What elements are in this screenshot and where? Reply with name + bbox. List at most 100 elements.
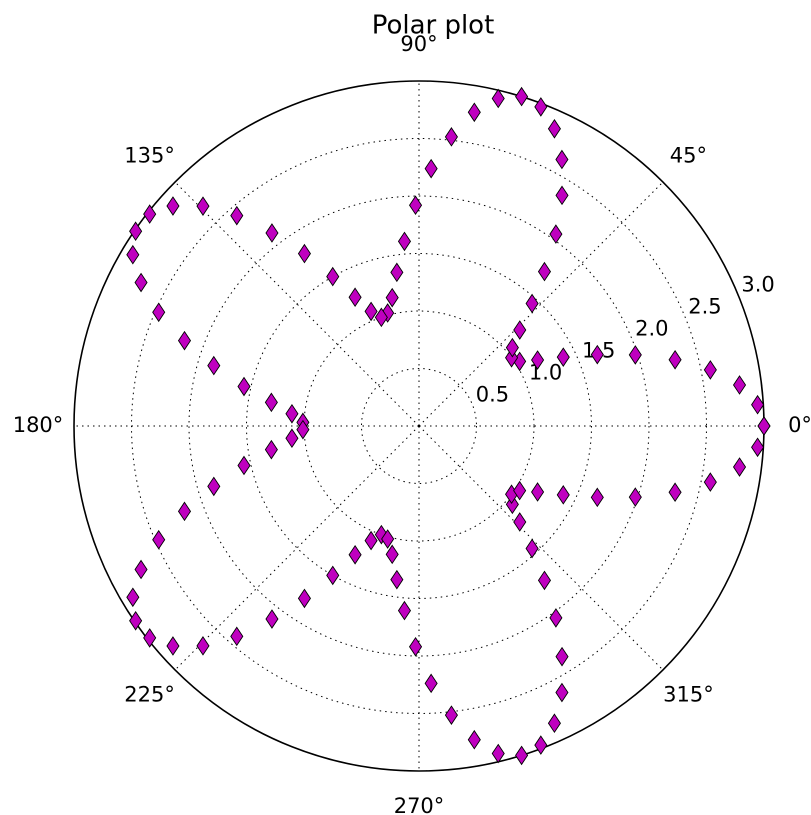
- data-point: [265, 223, 279, 243]
- origin-dot: [417, 424, 421, 428]
- data-point: [555, 682, 569, 703]
- theta-tick-label: 0°: [788, 413, 811, 437]
- r-tick-label: 3.0: [741, 273, 774, 297]
- theta-tick-label: 315°: [663, 682, 714, 706]
- r-grid-circle: [361, 368, 477, 484]
- data-point: [537, 570, 552, 591]
- data-point: [491, 88, 505, 109]
- data-point: [237, 376, 251, 397]
- data-point: [534, 735, 548, 755]
- data-point: [751, 437, 765, 458]
- data-point: [444, 127, 458, 147]
- data-point: [525, 538, 539, 559]
- data-point: [703, 472, 717, 492]
- data-point: [348, 287, 362, 308]
- data-point: [129, 221, 143, 242]
- data-point: [525, 293, 539, 314]
- data-point: [296, 419, 310, 440]
- r-grid-circle: [188, 195, 650, 657]
- data-point: [751, 394, 765, 415]
- data-point: [757, 416, 771, 436]
- data-point: [547, 118, 561, 139]
- theta-grid-line: [174, 425, 420, 671]
- data-point: [397, 600, 412, 621]
- data-point: [515, 86, 529, 107]
- data-point: [134, 559, 148, 580]
- data-point: [326, 565, 340, 586]
- data-point: [364, 301, 378, 322]
- data-point: [408, 195, 423, 216]
- data-point: [732, 457, 747, 477]
- data-point: [390, 262, 404, 283]
- data-point: [547, 713, 561, 734]
- data-point: [668, 349, 682, 370]
- data-point: [628, 487, 642, 507]
- data-point: [505, 347, 519, 368]
- data-point: [129, 610, 143, 631]
- data-point: [297, 243, 311, 264]
- r-tick-label: 0.5: [476, 383, 509, 407]
- data-point: [668, 482, 682, 503]
- data-point: [326, 266, 340, 287]
- data-point: [531, 350, 545, 370]
- data-point: [556, 485, 570, 505]
- data-point: [513, 320, 527, 340]
- data-point: [424, 673, 438, 694]
- data-point: [385, 287, 399, 308]
- data-point: [537, 261, 552, 282]
- data-point: [732, 375, 747, 395]
- data-point: [166, 196, 180, 216]
- data-point: [385, 544, 399, 565]
- r-grid-circle: [303, 310, 535, 542]
- data-point: [556, 347, 570, 367]
- data-point: [348, 544, 362, 565]
- data-point: [264, 439, 278, 460]
- theta-tick-label: 180°: [13, 413, 64, 437]
- data-point: [177, 330, 192, 351]
- data-point: [444, 705, 458, 725]
- data-point: [555, 185, 569, 206]
- data-point: [515, 745, 529, 766]
- data-point: [364, 530, 378, 551]
- theta-tick-label: 45°: [670, 144, 707, 168]
- data-point: [397, 231, 412, 252]
- data-point: [143, 204, 157, 224]
- theta-tick-label: 270°: [394, 794, 445, 815]
- data-point: [207, 355, 221, 376]
- data-point: [126, 244, 140, 265]
- data-point: [374, 307, 388, 328]
- data-point: [152, 529, 166, 550]
- data-point: [196, 636, 210, 656]
- theta-tick-label: 90°: [400, 32, 437, 56]
- theta-grid-line: [418, 181, 664, 427]
- data-point: [207, 476, 221, 497]
- theta-tick-label: 135°: [124, 144, 175, 168]
- data-point: [230, 205, 244, 226]
- data-point: [534, 97, 548, 117]
- data-point: [381, 529, 395, 549]
- data-point: [177, 501, 192, 522]
- data-point: [424, 158, 438, 179]
- data-point: [134, 272, 148, 293]
- data-point: [703, 360, 717, 380]
- data-point: [408, 636, 423, 657]
- data-point: [590, 487, 604, 508]
- r-grid-circle: [246, 253, 592, 599]
- data-point: [297, 588, 311, 609]
- r-grid-circle: [131, 138, 707, 714]
- data-point: [152, 302, 166, 323]
- data-point: [467, 102, 481, 123]
- data-point: [549, 608, 563, 628]
- data-point: [285, 428, 299, 449]
- data-point: [491, 743, 505, 764]
- data-point: [230, 626, 244, 647]
- data-point: [166, 636, 180, 656]
- data-point: [467, 729, 481, 750]
- data-point: [513, 512, 527, 532]
- data-point: [505, 337, 519, 358]
- theta-grid-line: [418, 425, 664, 671]
- data-point: [549, 224, 563, 244]
- data-point: [531, 482, 545, 502]
